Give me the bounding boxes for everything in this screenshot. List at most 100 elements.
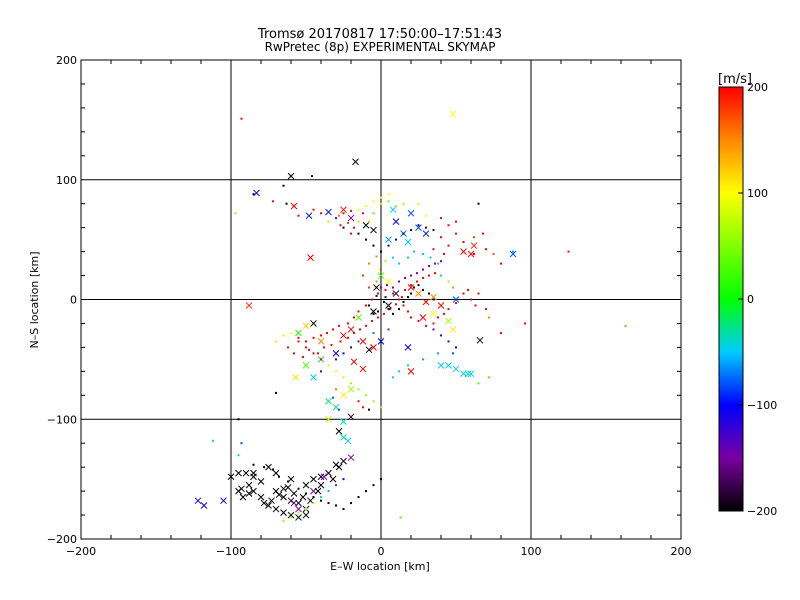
scatter-point-x <box>347 385 355 393</box>
scatter-point-dot <box>240 442 243 445</box>
scatter-point-x <box>415 290 422 297</box>
scatter-point-dot <box>237 454 240 457</box>
scatter-point-dot <box>447 224 450 227</box>
scatter-point-dot <box>335 504 337 507</box>
scatter-point-dot <box>401 296 403 299</box>
scatter-point-dot <box>365 324 367 327</box>
y-tick-label: −200 <box>47 533 77 546</box>
scatter-point-dot <box>380 202 382 205</box>
scatter-point-x <box>295 329 302 337</box>
scatter-point-x <box>314 487 322 495</box>
scatter-point-dot <box>410 316 412 319</box>
scatter-point-x <box>292 373 299 381</box>
scatter-point-x <box>272 505 280 513</box>
scatter-point-x <box>302 511 310 519</box>
scatter-point-x <box>245 490 253 497</box>
colorbar-tick-label: −100 <box>747 399 777 412</box>
scatter-point-x <box>325 469 332 477</box>
x-tick-label: 0 <box>378 545 385 558</box>
scatter-point-dot <box>428 292 430 295</box>
scatter-point-dot <box>398 298 400 301</box>
scatter-point-dot <box>342 352 345 355</box>
scatter-point-dot <box>372 400 375 403</box>
scatter-point-dot <box>353 316 355 319</box>
colorbar-tick-label: 0 <box>747 293 754 306</box>
colorbar-tick-label: 200 <box>747 81 768 94</box>
scatter-point-dot <box>410 274 412 277</box>
scatter-point-dot <box>305 340 307 343</box>
scatter-point-x <box>310 475 317 483</box>
scatter-point-dot <box>473 252 475 255</box>
scatter-point-x <box>290 202 298 210</box>
scatter-point-x <box>385 278 392 285</box>
scatter-point-dot <box>422 288 424 291</box>
scatter-point-x <box>325 208 332 216</box>
scatter-point-dot <box>387 244 390 247</box>
scatter-point-x <box>370 344 377 351</box>
scatter-point-x <box>250 487 257 495</box>
scatter-point-dot <box>416 272 418 275</box>
scatter-point-dot <box>312 496 315 499</box>
scatter-point-x <box>347 326 355 333</box>
scatter-point-dot <box>440 217 442 220</box>
scatter-point-x <box>392 218 400 226</box>
scatter-point-x <box>415 224 422 232</box>
scatter-point-x <box>344 437 352 445</box>
scatter-point-x <box>437 362 445 369</box>
scatter-point-dot <box>375 255 378 258</box>
scatter-point-dot <box>335 358 337 361</box>
scatter-point-dot <box>290 332 292 335</box>
scatter-point-dot <box>350 382 352 385</box>
scatter-point-x <box>422 230 430 237</box>
scatter-point-dot <box>462 292 465 295</box>
scatter-point-x <box>307 254 314 261</box>
scatter-point-x <box>430 310 437 318</box>
scatter-point-dot <box>282 520 285 523</box>
colorbar-ticks: 200 100 0 −100 −200 <box>738 81 777 518</box>
scatter-point-dot <box>311 175 313 178</box>
colorbar-tick-label: 100 <box>747 187 768 200</box>
scatter-point-x <box>257 493 265 501</box>
scatter-point-x <box>290 499 298 507</box>
scatter-point-dot <box>428 264 430 267</box>
scatter-point-dot <box>357 220 360 223</box>
scatter-point-dot <box>402 304 405 307</box>
scatter-point-dot <box>482 232 484 235</box>
scatter-point-dot <box>447 244 450 247</box>
scatter-point-dot <box>287 480 289 483</box>
scatter-point-dot <box>443 252 445 255</box>
scatter-point-dot <box>387 193 390 196</box>
scatter-point-dot <box>384 260 387 263</box>
y-tick-label: 100 <box>56 174 77 187</box>
scatter-point-dot <box>357 340 360 343</box>
scatter-point-dot <box>417 284 420 287</box>
scatter-point-dot <box>440 274 442 277</box>
scatter-point-x <box>245 302 253 309</box>
scatter-point-dot <box>317 352 319 355</box>
scatter-point-x <box>280 509 287 517</box>
scatter-point-x <box>404 238 412 246</box>
scatter-point-x <box>392 290 400 297</box>
scatter-point-dot <box>477 202 480 205</box>
scatter-point-x <box>235 487 242 495</box>
scatter-point-dot <box>357 388 360 391</box>
scatter-point-dot <box>372 312 375 315</box>
scatter-point-dot <box>380 196 382 199</box>
scatter-point-dot <box>335 370 337 373</box>
scatter-point-dot <box>327 502 330 505</box>
scatter-point-dot <box>339 340 342 343</box>
scatter-point-dot <box>383 312 385 315</box>
scatter-point-dot <box>338 408 340 411</box>
scatter-point-dot <box>437 262 439 265</box>
scatter-point-dot <box>425 214 427 217</box>
scatter-point-dot <box>473 236 475 239</box>
scatter-point-dot <box>437 352 439 355</box>
scatter-point-dot <box>425 324 427 327</box>
scatter-point-dot <box>377 292 379 295</box>
scatter-point-dot <box>432 328 435 331</box>
scatter-point-x <box>362 221 370 229</box>
scatter-point-x <box>340 206 347 214</box>
scatter-point-dot <box>305 508 307 511</box>
scatter-point-dot <box>432 248 435 251</box>
scatter-point-x <box>419 314 427 321</box>
